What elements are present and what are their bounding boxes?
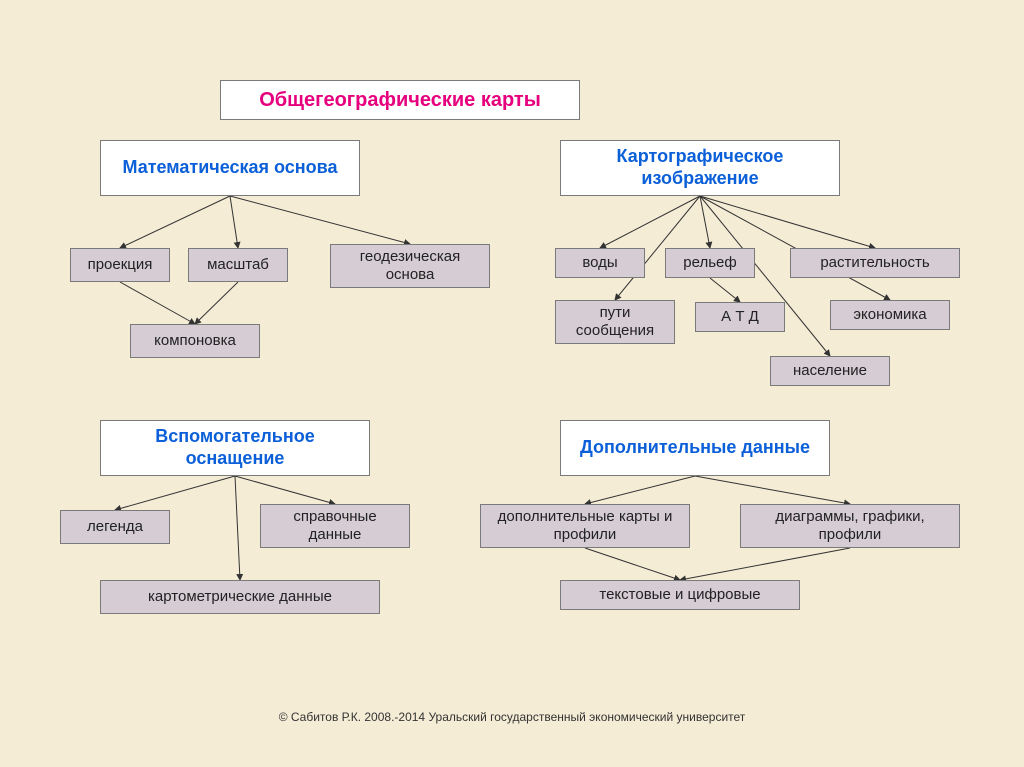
edge-proj-komp — [120, 282, 195, 324]
edge-aux-ref — [235, 476, 335, 504]
node-carto: Картографическое изображение — [560, 140, 840, 196]
node-water: воды — [555, 248, 645, 278]
node-legend: легенда — [60, 510, 170, 544]
node-title: Общегеографические карты — [220, 80, 580, 120]
edge-extra-maps_p — [585, 476, 695, 504]
node-carto_m: картометрические данные — [100, 580, 380, 614]
edge-carto-veg — [700, 196, 875, 248]
node-scale: масштаб — [188, 248, 288, 282]
node-geod: геодезическая основа — [330, 244, 490, 288]
node-econ: экономика — [830, 300, 950, 330]
node-textnum: текстовые и цифровые — [560, 580, 800, 610]
node-paths: пути сообщения — [555, 300, 675, 344]
edge-aux-carto_m — [235, 476, 240, 580]
node-ref: справочные данные — [260, 504, 410, 548]
node-veg: растительность — [790, 248, 960, 278]
edge-diag-textnum — [680, 548, 850, 580]
edge-carto-relief — [700, 196, 710, 248]
edge-maps_p-textnum — [585, 548, 680, 580]
node-aux: Вспомогательное оснащение — [100, 420, 370, 476]
node-maps_p: дополнительные карты и профили — [480, 504, 690, 548]
edge-carto-water — [600, 196, 700, 248]
node-komp: компоновка — [130, 324, 260, 358]
edge-math-scale — [230, 196, 238, 248]
edge-scale-komp — [195, 282, 238, 324]
node-math: Математическая основа — [100, 140, 360, 196]
node-diag: диаграммы, графики, профили — [740, 504, 960, 548]
edge-relief-atd — [710, 278, 740, 302]
edge-extra-diag — [695, 476, 850, 504]
node-proj: проекция — [70, 248, 170, 282]
edge-math-proj — [120, 196, 230, 248]
node-extra: Дополнительные данные — [560, 420, 830, 476]
node-atd: А Т Д — [695, 302, 785, 332]
copyright-text: © Сабитов Р.К. 2008.-2014 Уральский госу… — [0, 710, 1024, 724]
node-relief: рельеф — [665, 248, 755, 278]
edge-math-geod — [230, 196, 410, 244]
node-pop: население — [770, 356, 890, 386]
edge-aux-legend — [115, 476, 235, 510]
